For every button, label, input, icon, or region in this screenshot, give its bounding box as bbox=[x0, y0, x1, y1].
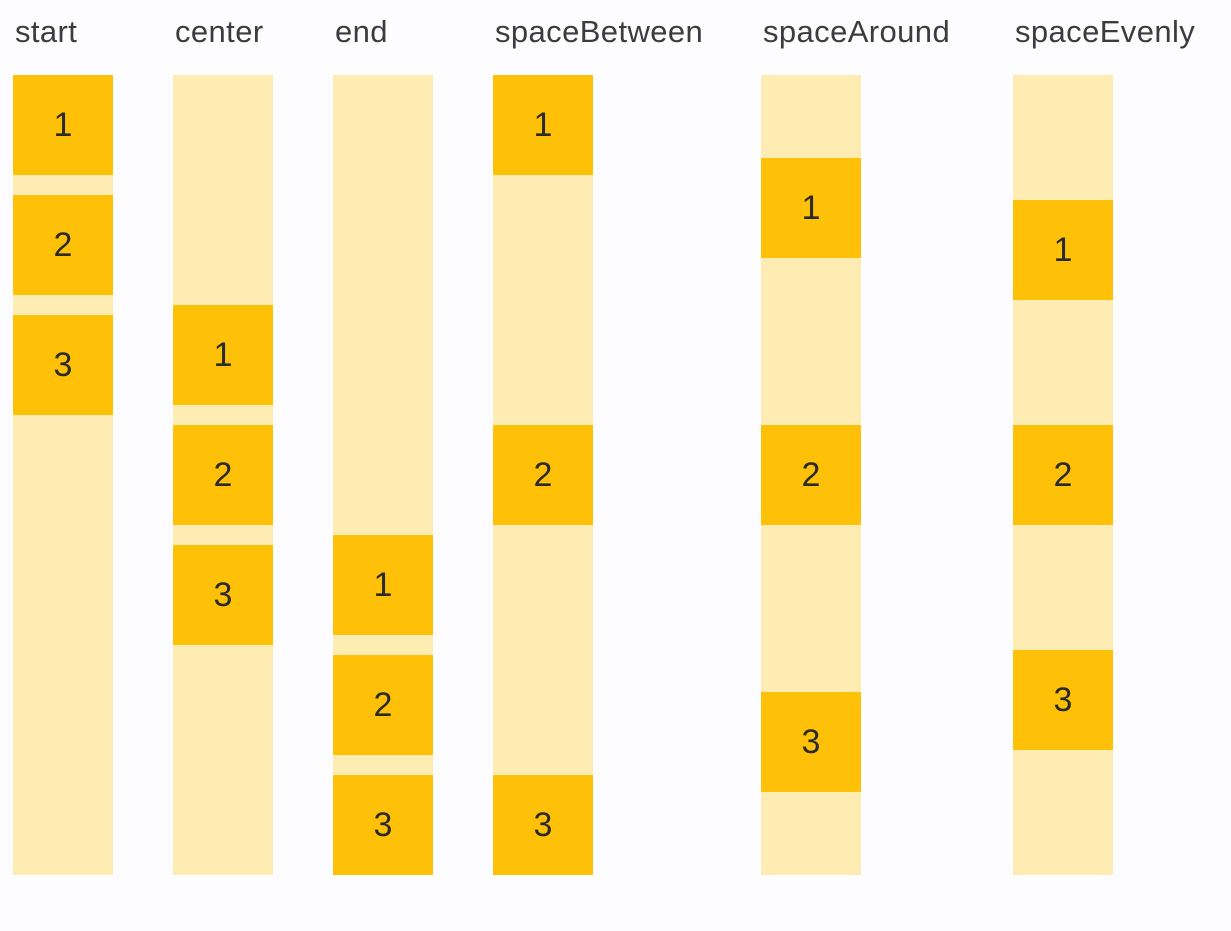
flex-item-box: 1 bbox=[1013, 200, 1113, 300]
flex-item-box: 3 bbox=[13, 315, 113, 415]
flex-item-box: 3 bbox=[1013, 650, 1113, 750]
alignment-label: spaceEvenly bbox=[1015, 14, 1196, 49]
flex-item-box: 2 bbox=[13, 195, 113, 295]
box-number: 3 bbox=[373, 805, 393, 844]
flex-item-box: 1 bbox=[13, 75, 113, 175]
box-number: 2 bbox=[801, 455, 821, 494]
box-number: 2 bbox=[533, 455, 553, 494]
box-number: 1 bbox=[53, 105, 73, 144]
alignment-label: start bbox=[15, 14, 78, 49]
flex-item-box: 1 bbox=[333, 535, 433, 635]
alignment-track: 1 2 3 bbox=[13, 75, 113, 875]
alignment-track: 1 2 3 bbox=[1013, 75, 1113, 875]
flex-item-box: 3 bbox=[493, 775, 593, 875]
box-number: 3 bbox=[1053, 680, 1073, 719]
flex-item-box: 3 bbox=[333, 775, 433, 875]
flex-item-box: 2 bbox=[493, 425, 593, 525]
flex-item-box: 1 bbox=[493, 75, 593, 175]
box-number: 3 bbox=[53, 345, 73, 384]
alignment-track: 1 2 3 bbox=[493, 75, 593, 875]
box-number: 1 bbox=[533, 105, 553, 144]
alignment-track: 1 2 3 bbox=[333, 75, 433, 875]
flex-item-box: 2 bbox=[761, 425, 861, 525]
box-number: 3 bbox=[533, 805, 553, 844]
alignment-label: center bbox=[175, 14, 264, 49]
box-number: 1 bbox=[213, 335, 233, 374]
flex-item-box: 3 bbox=[761, 692, 861, 792]
box-number: 2 bbox=[213, 455, 233, 494]
alignment-track: 1 2 3 bbox=[761, 75, 861, 875]
flex-item-box: 2 bbox=[1013, 425, 1113, 525]
alignment-label: spaceBetween bbox=[495, 14, 704, 49]
box-number: 1 bbox=[801, 188, 821, 227]
box-number: 3 bbox=[213, 575, 233, 614]
box-number: 2 bbox=[53, 225, 73, 264]
box-number: 2 bbox=[373, 685, 393, 724]
alignment-label: end bbox=[335, 14, 388, 49]
box-number: 3 bbox=[801, 722, 821, 761]
box-number: 2 bbox=[1053, 455, 1073, 494]
box-number: 1 bbox=[1053, 230, 1073, 269]
flex-item-box: 2 bbox=[173, 425, 273, 525]
flex-item-box: 3 bbox=[173, 545, 273, 645]
alignment-track: 1 2 3 bbox=[173, 75, 273, 875]
flex-item-box: 1 bbox=[173, 305, 273, 405]
alignment-label: spaceAround bbox=[763, 14, 951, 49]
flex-item-box: 1 bbox=[761, 158, 861, 258]
flex-item-box: 2 bbox=[333, 655, 433, 755]
box-number: 1 bbox=[373, 565, 393, 604]
